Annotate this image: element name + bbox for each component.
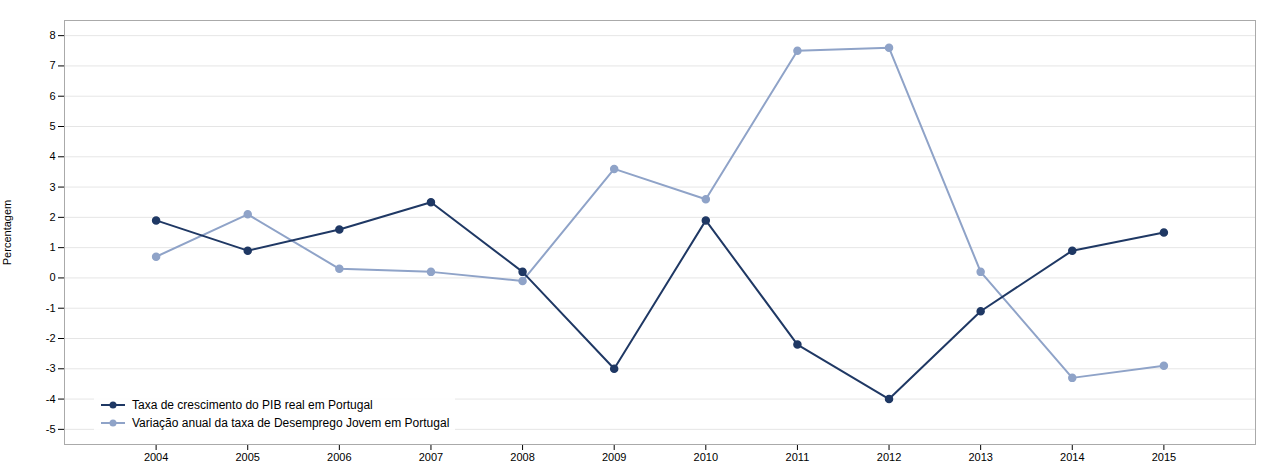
html-text:Variação anual da taxa de Dese: Variação anual da taxa de Desemprego Jov… xyxy=(132,416,450,430)
svg-text:2015: 2015 xyxy=(1152,451,1176,463)
svg-text:2006: 2006 xyxy=(327,451,351,463)
svg-text:7: 7 xyxy=(49,59,55,71)
svg-text:2012: 2012 xyxy=(877,451,901,463)
svg-text:2005: 2005 xyxy=(235,451,259,463)
svg-text:2014: 2014 xyxy=(1060,451,1084,463)
svg-text:Percentagem: Percentagem xyxy=(1,200,13,265)
svg-text:4: 4 xyxy=(49,150,55,162)
svg-text:-1: -1 xyxy=(46,302,56,314)
svg-text:1: 1 xyxy=(49,241,55,253)
svg-text:2011: 2011 xyxy=(786,451,810,463)
svg-text:6: 6 xyxy=(49,90,55,102)
svg-text:5: 5 xyxy=(49,120,55,132)
svg-text:2010: 2010 xyxy=(694,451,718,463)
svg-text:2008: 2008 xyxy=(510,451,534,463)
svg-text:-3: -3 xyxy=(46,362,56,374)
svg-text:2009: 2009 xyxy=(602,451,626,463)
svg-text:-2: -2 xyxy=(46,332,56,344)
svg-text:8: 8 xyxy=(49,29,55,41)
svg-text:2013: 2013 xyxy=(968,451,992,463)
svg-text:0: 0 xyxy=(49,271,55,283)
html-text:Taxa de crescimento do PIB rea: Taxa de crescimento do PIB real em Portu… xyxy=(132,398,373,412)
svg-text:2: 2 xyxy=(49,211,55,223)
svg-text:-5: -5 xyxy=(46,423,56,435)
svg-text:2004: 2004 xyxy=(144,451,168,463)
svg-text:-4: -4 xyxy=(46,393,56,405)
svg-text:2007: 2007 xyxy=(419,451,443,463)
svg-text:3: 3 xyxy=(49,181,55,193)
